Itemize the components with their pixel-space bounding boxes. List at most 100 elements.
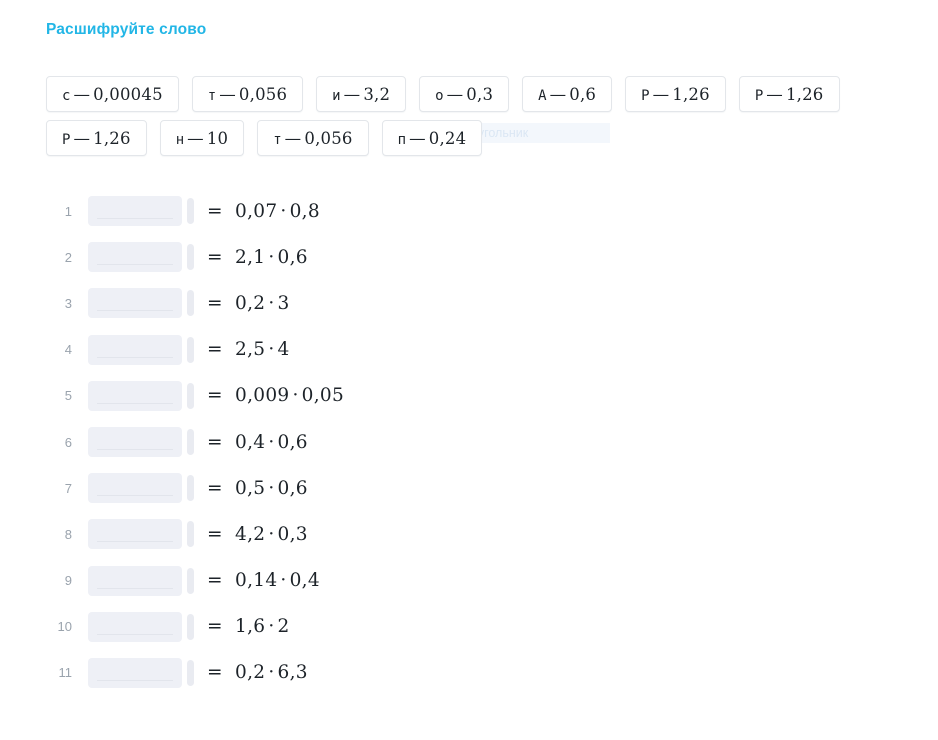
answer-chip-value: 0,00045 <box>93 84 163 104</box>
answer-drop-input[interactable] <box>88 473 182 504</box>
answer-caret-handle[interactable] <box>187 198 194 225</box>
multiply-sign: · <box>268 523 275 545</box>
answer-chips-row: с —0,00045 т —0,056 и —3,2 о —0,3 А —0,6 Р —1,26 Р —1… <box>46 76 896 112</box>
answer-drop-input[interactable] <box>88 380 182 411</box>
answer-chip-letter: н <box>175 131 185 148</box>
multiply-sign: · <box>280 200 287 222</box>
multiply-sign: · <box>268 246 275 268</box>
operand-a: 2,1 <box>235 246 266 268</box>
operand-a: 2,5 <box>235 339 266 361</box>
answer-chip-value: 1,26 <box>93 128 131 148</box>
answer-chip-letter: т <box>207 87 217 104</box>
answer-drop-input[interactable] <box>88 427 182 458</box>
operand-b: 0,6 <box>277 246 308 268</box>
answer-chip-label: с —0,00045 <box>62 85 163 104</box>
answer-caret-handle[interactable] <box>187 382 194 409</box>
equation-row: 5 = 0,009 · 0,05 <box>46 373 906 419</box>
answer-chip-dash: — <box>219 84 236 104</box>
operand-b: 0,6 <box>277 477 308 499</box>
equation-expression: = 0,2 · 6,3 <box>207 662 308 683</box>
multiply-sign: · <box>280 570 287 592</box>
answer-caret-handle[interactable] <box>187 290 194 317</box>
equals-sign: = <box>207 339 223 361</box>
answer-drop-input[interactable] <box>88 611 182 642</box>
operand-a: 4,2 <box>235 523 266 545</box>
answer-chip[interactable]: н —10 <box>159 120 245 156</box>
answer-caret-handle[interactable] <box>187 429 194 456</box>
answer-drop-input[interactable] <box>88 519 182 550</box>
answer-chip-value: 0,3 <box>466 84 494 104</box>
answer-chip-label: н —10 <box>176 129 229 148</box>
answer-caret-handle[interactable] <box>187 521 194 548</box>
answer-chip-label: Р —1,26 <box>62 129 131 148</box>
answer-chip-label: т —0,056 <box>208 85 287 104</box>
answer-caret-handle[interactable] <box>187 475 194 502</box>
answer-chip[interactable]: п —0,24 <box>381 120 483 156</box>
answer-drop-input[interactable] <box>88 657 182 688</box>
operand-a: 1,6 <box>235 616 266 638</box>
operand-a: 0,5 <box>235 477 266 499</box>
operand-b: 0,3 <box>277 523 308 545</box>
equation-row: 9 = 0,14 · 0,4 <box>46 558 906 604</box>
answer-caret-handle[interactable] <box>187 567 194 594</box>
operand-b: 4 <box>277 339 290 361</box>
answer-caret-handle[interactable] <box>187 659 194 686</box>
operand-b: 0,4 <box>289 570 320 592</box>
operand-a: 0,07 <box>235 200 278 222</box>
answer-chip[interactable]: о —0,3 <box>419 76 510 112</box>
equation-row: 8 = 4,2 · 0,3 <box>46 511 906 557</box>
answer-drop-input[interactable] <box>88 565 182 596</box>
answer-chip[interactable]: т —0,056 <box>191 76 304 112</box>
answer-chip-dash: — <box>284 128 302 148</box>
answer-chip[interactable]: Р —1,26 <box>625 76 726 112</box>
multiply-sign: · <box>268 339 275 361</box>
answer-caret-handle[interactable] <box>187 613 194 640</box>
equation-expression: = 0,4 · 0,6 <box>207 432 308 453</box>
equation-row-number: 6 <box>64 434 72 450</box>
answer-chip-value: 0,056 <box>238 84 288 104</box>
equation-row-number: 9 <box>64 573 72 589</box>
answer-drop-input[interactable] <box>88 288 182 319</box>
answer-drop-input[interactable] <box>88 242 182 273</box>
answer-chip-label: т —0,056 <box>273 129 352 148</box>
equation-row: 1 = 0,07 · 0,8 <box>46 188 906 234</box>
answer-caret-handle[interactable] <box>187 336 194 363</box>
answer-chip[interactable]: Р —1,26 <box>738 76 840 112</box>
multiply-sign: · <box>292 385 299 407</box>
answer-drop-input[interactable] <box>88 334 182 365</box>
equals-sign: = <box>207 385 223 407</box>
answer-drop-input[interactable] <box>88 196 182 227</box>
equation-expression: = 0,2 · 3 <box>207 293 290 314</box>
equals-sign: = <box>207 431 223 453</box>
answer-chip-letter: п <box>397 131 407 148</box>
answer-chip-label: и —3,2 <box>332 85 390 104</box>
multiply-sign: · <box>268 616 275 638</box>
equation-row-number: 7 <box>64 480 72 496</box>
answer-chip[interactable]: и —3,2 <box>316 76 407 112</box>
answer-chip-dash: — <box>652 84 670 104</box>
equation-expression: = 0,009 · 0,05 <box>207 385 344 406</box>
answer-chip[interactable]: А —0,6 <box>522 76 613 112</box>
equation-expression: = 1,6 · 2 <box>207 616 290 637</box>
answer-chip[interactable]: т —0,056 <box>257 120 369 156</box>
answer-chip-dash: — <box>343 84 361 104</box>
equation-expression: = 0,14 · 0,4 <box>207 570 320 591</box>
answer-chip-dash: — <box>73 84 91 104</box>
equals-sign: = <box>207 616 223 638</box>
equals-sign: = <box>207 477 223 499</box>
answer-chip[interactable]: с —0,00045 <box>46 76 179 112</box>
answer-chip-label: А —0,6 <box>538 85 596 104</box>
operand-a: 0,009 <box>235 385 290 407</box>
operand-b: 6,3 <box>277 662 308 684</box>
answer-caret-handle[interactable] <box>187 244 194 271</box>
equation-row-number: 5 <box>64 388 72 404</box>
answer-chip-letter: Р <box>641 87 650 104</box>
equation-row-number: 10 <box>57 619 72 635</box>
equation-list: 1 = 0,07 · 0,8 2 = 2,1 · 0,6 3 = 0,2 · 3 4 = 2,5 · 4 5 = … <box>46 188 906 696</box>
operand-b: 0,05 <box>301 385 345 407</box>
answer-chip-letter: А <box>538 87 547 104</box>
answer-chip[interactable]: Р —1,26 <box>46 120 147 156</box>
answer-chip-label: п —0,24 <box>398 129 467 148</box>
equation-row: 3 = 0,2 · 3 <box>46 280 906 326</box>
answer-chip-label: Р —1,26 <box>755 85 824 104</box>
